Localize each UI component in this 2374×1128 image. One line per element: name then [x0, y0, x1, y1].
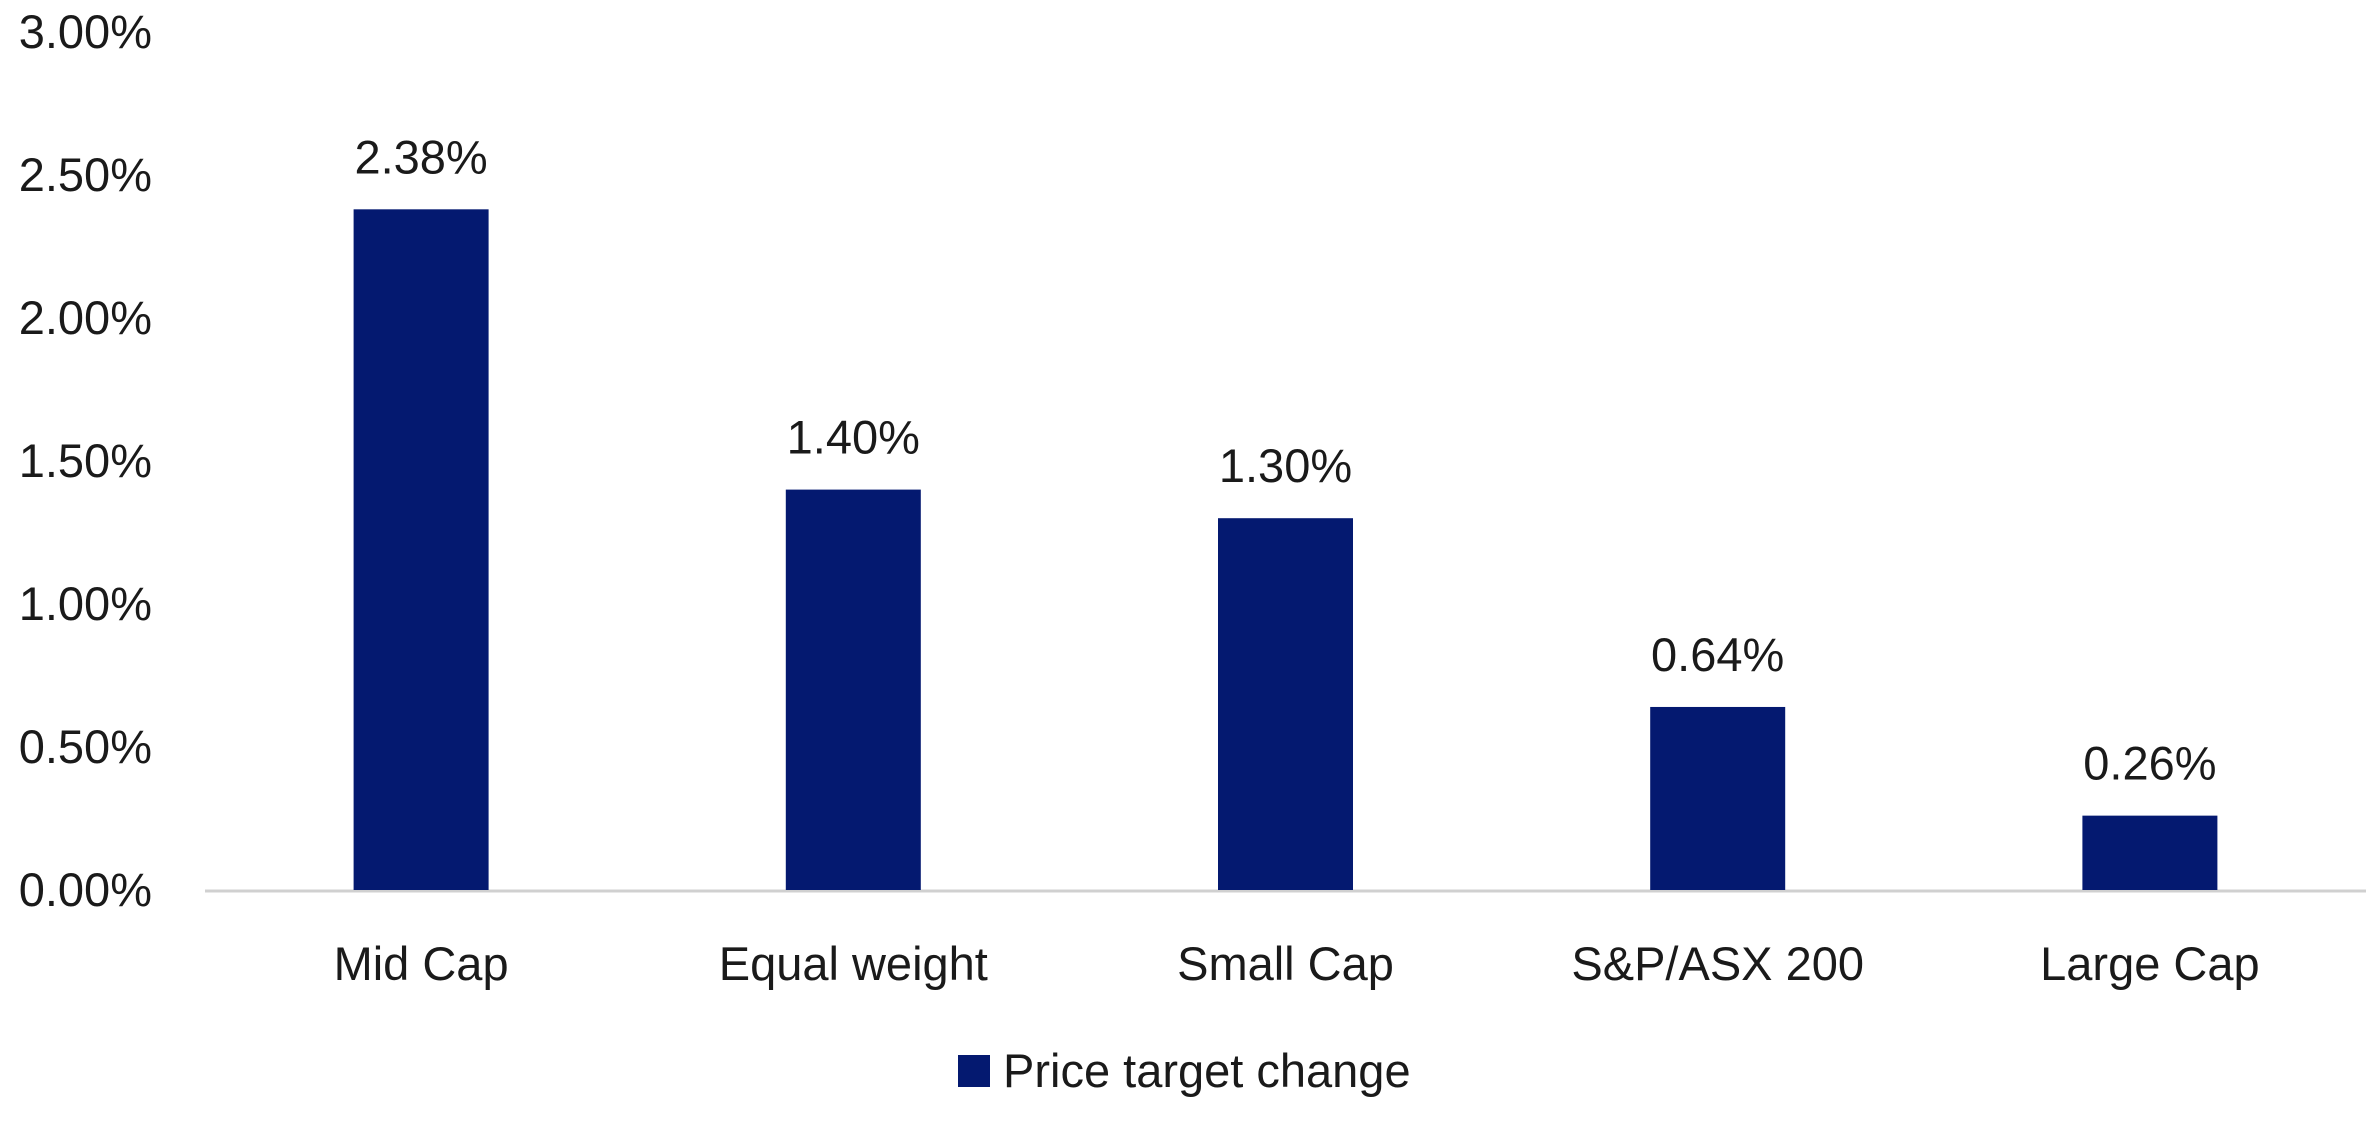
bar [2082, 815, 2218, 890]
legend-label: Price target change [1003, 1044, 1411, 1097]
data-labels: 2.38% 1.40% 1.30% 0.64% 0.26% [354, 130, 2216, 789]
x-tick-label: Small Cap [1177, 937, 1394, 990]
y-tick-label: 0.00% [19, 863, 152, 916]
bar [353, 209, 489, 890]
x-axis-ticks: Mid Cap Equal weight Small Cap S&P/ASX 200 L… [334, 937, 2260, 990]
y-tick-label: 0.50% [19, 720, 152, 773]
data-label: 0.26% [2083, 737, 2216, 790]
x-tick-label: Equal weight [719, 937, 988, 990]
y-tick-label: 1.50% [19, 434, 152, 487]
y-tick-label: 1.00% [19, 577, 152, 630]
data-label: 1.30% [1219, 439, 1352, 492]
data-label: 2.38% [354, 130, 487, 183]
bar [1650, 706, 1786, 890]
bar [1218, 518, 1353, 890]
bar [785, 489, 921, 890]
legend-swatch [958, 1055, 990, 1087]
data-label: 1.40% [787, 411, 920, 464]
bars [353, 209, 2218, 890]
y-tick-label: 2.50% [19, 148, 152, 201]
x-tick-label: Mid Cap [334, 937, 509, 990]
y-tick-label: 3.00% [19, 5, 152, 58]
data-label: 0.64% [1651, 628, 1784, 681]
legend: Price target change [958, 1044, 1411, 1097]
x-tick-label: S&P/ASX 200 [1571, 937, 1864, 990]
y-tick-label: 2.00% [19, 291, 152, 344]
x-tick-label: Large Cap [2040, 937, 2260, 990]
y-axis-ticks: 0.00% 0.50% 1.00% 1.50% 2.00% 2.50% 3.00% [19, 5, 152, 916]
